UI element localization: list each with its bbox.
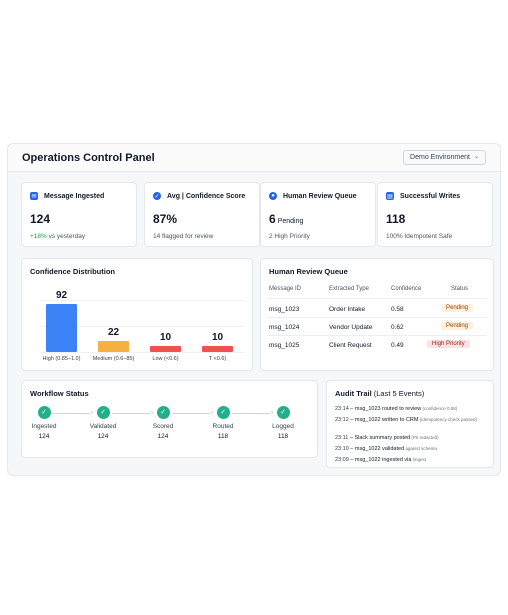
operations-panel: Operations Control Panel Demo Environmen… [7,143,501,476]
message-id: msg_1025 [269,342,300,349]
kpi-card-confidence: ✓ Avg | Confidence Score 87% 14 flagged … [144,182,260,247]
check-icon: ✓ [37,406,51,419]
kpi-label: Message Ingested [44,193,105,200]
panel-header: Operations Control Panel Demo Environmen… [8,144,500,172]
divider [267,335,487,336]
chart-bar[interactable] [98,340,129,352]
chevron-down-icon: ⌄ [473,154,479,160]
page-title: Operations Control Panel [22,152,155,164]
kpi-label: Successful Writes [400,193,461,200]
workflow-title: Workflow Status [30,389,89,398]
audit-event: 23:09 – msg_1022 ingested via /ingest [335,457,426,463]
audit-event: 23:11 – Slack summary posted (PII redact… [335,435,439,441]
audit-event: 23:10 – msg_1022 validated against schem… [335,446,437,452]
message-id: msg_1023 [269,306,300,313]
step-label: Ingested [31,423,57,430]
kpi-sub: 2 High Priority [269,233,310,240]
step-count: 124 [97,433,109,440]
step-label: Logged [272,423,294,430]
review-queue-card: Human Review Queue Message ID Extracted … [260,258,494,371]
person-icon: ● [269,192,277,200]
bar-value-label: 10 [211,332,224,343]
environment-dropdown[interactable]: Demo Environment ⌄ [403,150,486,165]
chart-bar[interactable] [202,346,233,352]
audit-title: Audit Trail (Last 5 Events) [335,389,425,398]
workflow-connector: › [232,410,273,416]
column-header: Message ID [269,286,302,292]
workflow-step-scored[interactable]: ✓ Scored 124 [138,406,188,440]
workflow-connector: › [112,410,153,416]
step-label: Validated [89,423,117,430]
workflow-step-logged[interactable]: ✓ Logged 118 [258,406,308,440]
kpi-sub: +18% vs yesterday [30,233,86,240]
extracted-type: Vendor Update [329,324,373,331]
category-label: Low (<0.6) [152,356,179,362]
kpi-card-review-queue: ● Human Review Queue 6 Pending 2 High Pri… [260,182,376,247]
audit-trail-card: Audit Trail (Last 5 Events) 23:14 – msg_… [326,380,494,468]
kpi-value: 124 [30,212,51,226]
kpi-value: 118 [386,212,406,226]
step-count: 124 [38,433,50,440]
divider [267,298,487,299]
status-badge: High Priority [427,340,470,348]
kpi-value: 6 Pending [269,212,304,226]
kpi-sub: 100% Idempotent Safe [386,233,453,240]
kpi-label: Avg | Confidence Score [167,193,246,200]
check-icon: ✓ [216,406,230,419]
envelope-icon: ✉ [30,192,38,200]
step-label: Scored [152,423,174,430]
workflow-status-card: Workflow Status › › › › ✓ Ingested 124 ✓… [21,380,318,458]
column-header: Confidence [391,286,422,292]
audit-event: 23:12 – msg_1022 written to CRM (idempot… [335,417,478,423]
check-icon: ✓ [276,406,290,419]
confidence-value: 0.49 [391,342,404,349]
review-title: Human Review Queue [269,267,348,276]
bar-value-label: 92 [55,290,68,302]
confidence-distribution-card: Confidence Distribution 92 High (0.85–1.0… [21,258,253,371]
confidence-value: 0.58 [391,306,404,313]
workflow-step-validated[interactable]: ✓ Validated 124 [78,406,128,440]
chart-bar[interactable] [150,346,181,352]
column-header: Status [451,286,469,292]
kpi-card-writes: ▤ Successful Writes 118 100% Idempotent … [377,182,493,247]
check-icon: ✓ [156,406,170,419]
kpi-value: 87% [153,212,178,226]
check-circle-icon: ✓ [153,192,161,200]
column-header: Extracted Type [329,286,369,292]
status-badge: Pending [441,322,474,330]
kpi-sub: 14 flagged for review [153,233,214,240]
step-count: 118 [277,433,289,440]
extracted-type: Order Intake [329,306,366,313]
message-id: msg_1024 [269,324,300,331]
step-count: 118 [217,433,229,440]
workflow-connector: › [52,410,93,416]
workflow-step-routed[interactable]: ✓ Routed 118 [198,406,248,440]
step-count: 124 [157,433,169,440]
kpi-card-messages: ✉ Message Ingested 124 +18% vs yesterday [21,182,137,247]
status-badge: Pending [441,304,474,312]
database-icon: ▤ [386,192,394,200]
audit-event: 23:14 – msg_1023 routed to review (confi… [335,406,458,412]
bar-value-label: 10 [159,332,172,343]
gridline [40,326,244,327]
environment-label: Demo Environment [410,154,470,161]
confidence-value: 0.62 [391,324,404,331]
category-label: High (0.85–1.0) [42,356,81,362]
step-label: Routed [212,423,234,430]
gridline [40,300,244,301]
gridline [40,352,244,353]
category-label: T <0.6) [208,356,227,362]
extracted-type: Client Request [329,342,372,349]
divider [267,317,487,318]
chart-bar[interactable] [46,304,77,352]
check-icon: ✓ [96,406,110,419]
workflow-step-ingested[interactable]: ✓ Ingested 124 [19,406,69,440]
chart-title: Confidence Distribution [30,267,115,276]
bar-value-label: 22 [107,326,120,338]
workflow-connector: › [172,410,213,416]
category-label: Medium (0.6–85) [92,356,135,362]
kpi-label: Human Review Queue [283,193,357,200]
